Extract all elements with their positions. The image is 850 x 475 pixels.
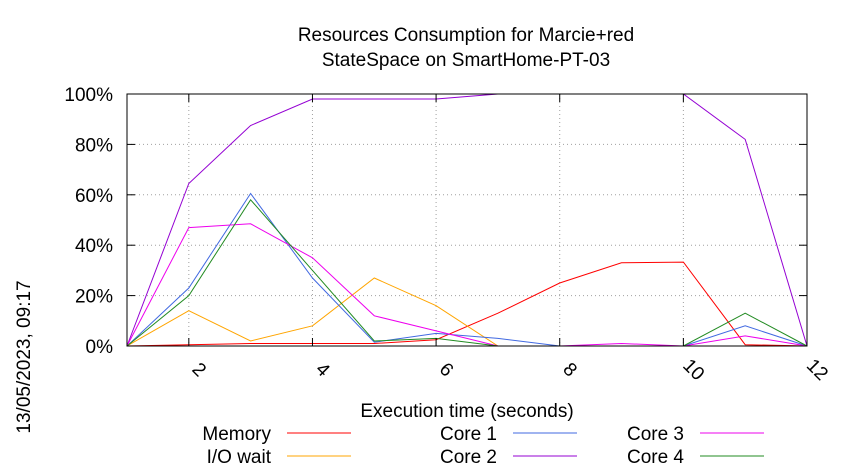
x-tick-label: 6 [435, 359, 457, 381]
series-line-core-3 [126, 223, 808, 347]
side-timestamp: 13/05/2023, 09:17 [14, 280, 35, 433]
legend-label: Core 1 [440, 424, 497, 445]
x-tick-label: 10 [678, 355, 708, 385]
series-line-core-1 [126, 192, 808, 347]
x-tick-label: 2 [188, 359, 210, 381]
y-tick-labels: 0% 20% 40% 60% 80% 100% [64, 85, 113, 358]
grid-lines [127, 94, 807, 346]
legend-label: Core 2 [440, 447, 497, 468]
chart-title-line-2: StateSpace on SmartHome-PT-03 [322, 50, 610, 71]
chart-title-line-1: Resources Consumption for Marcie+red [298, 25, 634, 46]
series-line-core-2 [126, 93, 808, 347]
legend-label: Core 4 [627, 447, 684, 468]
series-layer [126, 93, 808, 347]
y-tick-label: 80% [75, 135, 113, 156]
series-line-memory [126, 261, 808, 347]
legend-label: Memory [202, 424, 271, 445]
x-tick-label: 12 [802, 355, 832, 385]
plot-frame [126, 93, 808, 347]
x-tick-label: 8 [558, 359, 580, 381]
y-tick-label: 40% [75, 236, 113, 257]
x-tick-label: 4 [311, 359, 334, 382]
y-tick-label: 20% [75, 287, 113, 308]
y-tick-label: 60% [75, 186, 113, 207]
y-tick-label: 100% [64, 85, 113, 106]
legend-label: Core 3 [627, 424, 684, 445]
x-tick-labels: 2 4 6 8 10 12 [188, 355, 832, 385]
axis-ticks [127, 93, 808, 347]
x-axis-label: Execution time (seconds) [360, 401, 573, 422]
y-tick-label: 0% [86, 337, 114, 358]
series-line-core-4 [126, 198, 808, 347]
legend-label: I/O wait [207, 447, 272, 468]
